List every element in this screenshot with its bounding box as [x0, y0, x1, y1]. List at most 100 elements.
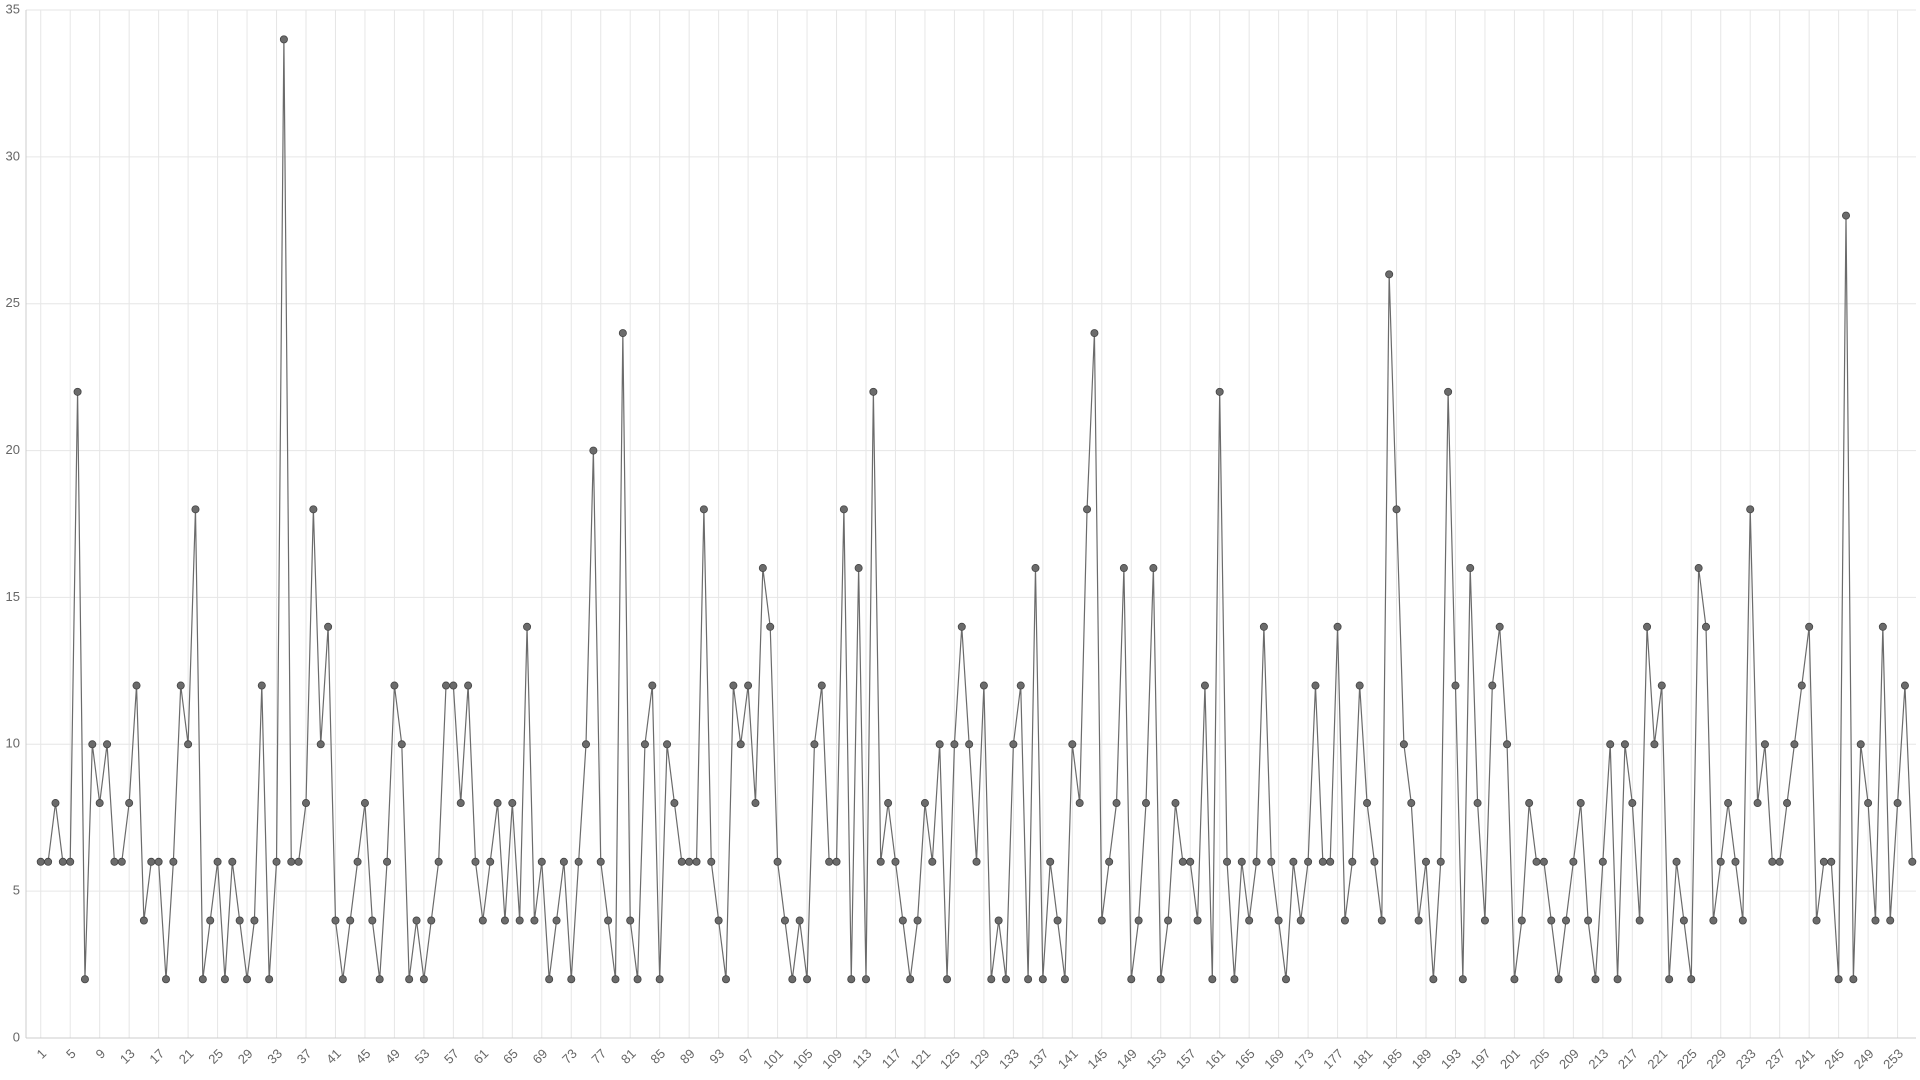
point: [478, 916, 487, 925]
point: [1009, 740, 1018, 749]
x-tick-label: 233: [1733, 1046, 1759, 1072]
x-tick-label: 105: [790, 1046, 816, 1072]
point: [1702, 622, 1711, 631]
x-tick-label: 173: [1291, 1046, 1317, 1072]
point: [729, 681, 738, 690]
point: [1606, 740, 1615, 749]
x-tick-label: 133: [996, 1046, 1022, 1072]
y-tick-label: 20: [6, 442, 20, 457]
point: [331, 916, 340, 925]
point: [898, 916, 907, 925]
point: [1348, 857, 1357, 866]
point: [1797, 681, 1806, 690]
point: [699, 505, 708, 514]
point: [1584, 916, 1593, 925]
point: [368, 916, 377, 925]
point: [1230, 975, 1239, 984]
point: [943, 975, 952, 984]
point: [1105, 857, 1114, 866]
x-tick-label: 221: [1644, 1046, 1670, 1072]
point: [1628, 799, 1637, 808]
point: [1886, 916, 1895, 925]
point: [375, 975, 384, 984]
point: [1112, 799, 1121, 808]
point: [1775, 857, 1784, 866]
point: [316, 740, 325, 749]
point: [935, 740, 944, 749]
point: [1679, 916, 1688, 925]
point: [1864, 799, 1873, 808]
point: [1547, 916, 1556, 925]
point: [338, 975, 347, 984]
point: [66, 857, 75, 866]
x-tick-label: 189: [1409, 1046, 1435, 1072]
point: [154, 857, 163, 866]
x-tick-label: 101: [760, 1046, 786, 1072]
point: [1377, 916, 1386, 925]
x-tick-label: 125: [937, 1046, 963, 1072]
point: [434, 857, 443, 866]
point: [51, 799, 60, 808]
point: [1525, 799, 1534, 808]
point: [1532, 857, 1541, 866]
point: [957, 622, 966, 631]
point: [1503, 740, 1512, 749]
x-tick-label: 61: [471, 1046, 492, 1067]
point: [773, 857, 782, 866]
point: [500, 916, 509, 925]
x-tick-label: 149: [1114, 1046, 1140, 1072]
point: [471, 857, 480, 866]
x-tick-label: 213: [1585, 1046, 1611, 1072]
x-tick-label: 77: [588, 1046, 609, 1067]
x-tick-label: 53: [412, 1046, 433, 1067]
point: [1289, 857, 1298, 866]
point: [1760, 740, 1769, 749]
point: [412, 916, 421, 925]
point: [965, 740, 974, 749]
x-tick-label: 85: [647, 1046, 668, 1067]
point: [611, 975, 620, 984]
point: [1422, 857, 1431, 866]
point: [1650, 740, 1659, 749]
point: [147, 857, 156, 866]
point: [920, 799, 929, 808]
point: [176, 681, 185, 690]
point: [1083, 505, 1092, 514]
point: [744, 681, 753, 690]
point: [884, 799, 893, 808]
point: [1746, 505, 1755, 514]
point: [515, 916, 524, 925]
point: [1127, 975, 1136, 984]
x-tick-label: 37: [294, 1046, 315, 1067]
point: [493, 799, 502, 808]
point: [1318, 857, 1327, 866]
point: [1267, 857, 1276, 866]
x-tick-label: 253: [1880, 1046, 1906, 1072]
point: [265, 975, 274, 984]
x-tick-label: 205: [1526, 1046, 1552, 1072]
point: [972, 857, 981, 866]
point: [279, 35, 288, 44]
y-tick-label: 0: [13, 1029, 20, 1044]
point: [523, 622, 532, 631]
point: [1591, 975, 1600, 984]
point: [1340, 916, 1349, 925]
point: [1436, 857, 1445, 866]
x-tick-label: 49: [382, 1046, 403, 1067]
point: [1178, 857, 1187, 866]
point: [1414, 916, 1423, 925]
point: [191, 505, 200, 514]
point: [891, 857, 900, 866]
point: [714, 916, 723, 925]
point: [1620, 740, 1629, 749]
point: [1024, 975, 1033, 984]
point: [1517, 916, 1526, 925]
point: [169, 857, 178, 866]
point: [906, 975, 915, 984]
x-tick-label: 89: [677, 1046, 698, 1067]
point: [1480, 916, 1489, 925]
point: [1156, 975, 1165, 984]
point: [1399, 740, 1408, 749]
point: [582, 740, 591, 749]
point: [589, 446, 598, 455]
